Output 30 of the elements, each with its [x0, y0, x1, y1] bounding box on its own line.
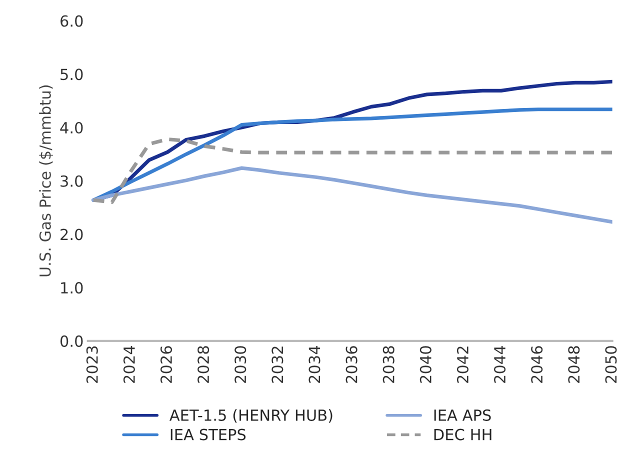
- line-series: [92, 166, 612, 224]
- y-tick-label: 2.0: [60, 228, 83, 240]
- x-tick-label: 2040: [420, 346, 432, 383]
- x-tick-label: 2034: [308, 346, 320, 383]
- y-tick-label: 6.0: [60, 15, 83, 27]
- line-series: [92, 108, 612, 202]
- legend-label: IEA STEPS: [170, 428, 246, 440]
- y-tick-label: 0.0: [60, 335, 83, 347]
- x-tick-label: 2042: [456, 346, 468, 383]
- x-tick-label: 2036: [346, 346, 358, 383]
- line-series: [92, 137, 612, 204]
- x-tick-label: 2048: [568, 346, 580, 383]
- y-tick-label: 3.0: [60, 175, 83, 187]
- x-tick-label: 2028: [198, 346, 210, 383]
- y-tick-label: 4.0: [60, 122, 83, 134]
- y-axis-title: U.S. Gas Price ($/mmbtu): [39, 85, 53, 276]
- x-tick-label: 2026: [160, 346, 172, 383]
- x-tick-label: 2046: [531, 346, 543, 383]
- legend-label: AET-1.5 (HENRY HUB): [169, 409, 332, 423]
- y-tick-label: 1.0: [61, 282, 83, 294]
- x-tick-label: 2023: [86, 346, 98, 383]
- x-tick-label: 2024: [123, 346, 135, 383]
- legend-label: DEC HH: [434, 428, 492, 440]
- x-tick-label: 2038: [382, 346, 394, 383]
- x-tick-label: 2050: [605, 346, 617, 383]
- y-tick-label: 5.0: [60, 68, 83, 80]
- x-tick-label: 2044: [494, 346, 506, 383]
- legend-label: IEA APS: [434, 409, 491, 421]
- x-tick-label: 2030: [234, 346, 246, 383]
- x-tick-label: 2032: [272, 346, 284, 383]
